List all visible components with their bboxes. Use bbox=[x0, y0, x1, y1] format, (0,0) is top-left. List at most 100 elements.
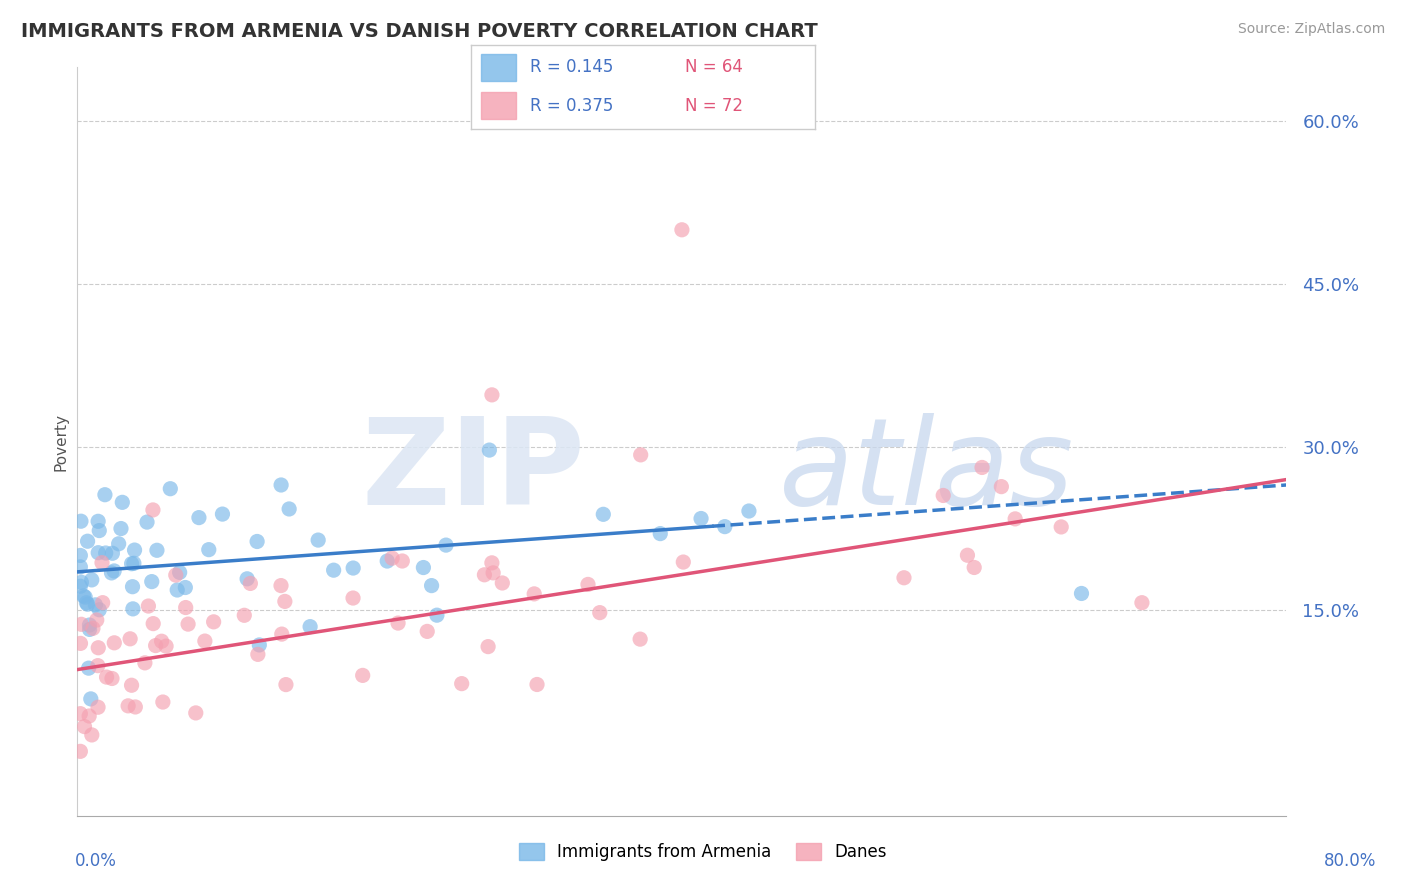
Point bbox=[96, 670, 118, 684]
Point bbox=[387, 616, 409, 631]
Point bbox=[122, 602, 145, 616]
Point bbox=[142, 503, 165, 517]
Point bbox=[69, 636, 91, 650]
Point bbox=[576, 577, 599, 591]
Point bbox=[434, 538, 457, 552]
Point bbox=[103, 564, 125, 578]
Point bbox=[145, 639, 167, 653]
Point bbox=[169, 566, 191, 580]
Point bbox=[426, 608, 449, 623]
Point bbox=[650, 526, 672, 541]
Point bbox=[738, 504, 761, 518]
Point bbox=[165, 568, 187, 582]
Point bbox=[121, 678, 143, 692]
Point bbox=[450, 676, 472, 690]
Point bbox=[101, 672, 124, 686]
Point bbox=[474, 567, 496, 582]
Point bbox=[146, 543, 169, 558]
Text: Source: ZipAtlas.com: Source: ZipAtlas.com bbox=[1237, 22, 1385, 37]
Point bbox=[412, 560, 434, 574]
Point bbox=[103, 636, 125, 650]
Point bbox=[690, 511, 713, 525]
Bar bbox=[481, 54, 516, 81]
Point bbox=[72, 589, 94, 603]
Point bbox=[342, 561, 364, 575]
Point bbox=[274, 677, 297, 691]
Point bbox=[121, 580, 143, 594]
Point bbox=[89, 524, 111, 538]
Point bbox=[94, 546, 117, 560]
Point bbox=[87, 640, 110, 655]
Point bbox=[70, 575, 93, 590]
Point bbox=[107, 537, 129, 551]
Point bbox=[893, 571, 915, 585]
Point bbox=[246, 534, 269, 549]
Point bbox=[134, 656, 156, 670]
Point bbox=[391, 554, 413, 568]
Point bbox=[299, 620, 322, 634]
Point bbox=[233, 608, 256, 623]
Point bbox=[122, 557, 145, 571]
Point bbox=[589, 606, 612, 620]
Point bbox=[76, 534, 98, 549]
Text: atlas: atlas bbox=[779, 413, 1074, 530]
Point bbox=[672, 555, 695, 569]
Point bbox=[100, 566, 122, 580]
Point bbox=[381, 551, 404, 566]
Text: 0.0%: 0.0% bbox=[75, 852, 117, 870]
Point bbox=[111, 495, 134, 509]
Point bbox=[526, 677, 548, 691]
Point bbox=[70, 617, 93, 632]
Point bbox=[69, 706, 91, 721]
Point bbox=[69, 579, 91, 593]
Point bbox=[69, 560, 91, 574]
Y-axis label: Poverty: Poverty bbox=[53, 412, 69, 471]
Point bbox=[79, 623, 101, 637]
Point bbox=[246, 648, 269, 662]
Point bbox=[155, 639, 177, 653]
Point bbox=[86, 613, 108, 627]
Point bbox=[481, 388, 503, 402]
Point bbox=[84, 598, 107, 612]
Point bbox=[177, 617, 200, 632]
Point bbox=[270, 578, 292, 592]
Point bbox=[79, 618, 101, 632]
Point bbox=[630, 448, 652, 462]
Point bbox=[69, 549, 91, 563]
Point bbox=[87, 546, 110, 560]
Point bbox=[120, 632, 142, 646]
Point bbox=[87, 514, 110, 528]
Point bbox=[159, 482, 181, 496]
Text: R = 0.145: R = 0.145 bbox=[530, 59, 613, 77]
Point bbox=[592, 508, 614, 522]
Point bbox=[482, 566, 505, 580]
Point bbox=[117, 698, 139, 713]
Point bbox=[1050, 520, 1073, 534]
Point bbox=[671, 223, 693, 237]
Point bbox=[956, 548, 979, 562]
Text: 80.0%: 80.0% bbox=[1323, 852, 1376, 870]
Point bbox=[270, 627, 292, 641]
Point bbox=[89, 603, 111, 617]
Point bbox=[322, 563, 344, 577]
Point bbox=[197, 542, 219, 557]
Point bbox=[77, 709, 100, 723]
Point bbox=[91, 596, 114, 610]
Text: IMMIGRANTS FROM ARMENIA VS DANISH POVERTY CORRELATION CHART: IMMIGRANTS FROM ARMENIA VS DANISH POVERT… bbox=[21, 22, 818, 41]
Point bbox=[342, 591, 364, 605]
Point bbox=[136, 515, 159, 529]
Point bbox=[174, 600, 197, 615]
Point bbox=[236, 572, 259, 586]
Point bbox=[184, 706, 207, 720]
Point bbox=[416, 624, 439, 639]
Point bbox=[932, 488, 955, 502]
Point bbox=[1130, 596, 1153, 610]
Point bbox=[138, 599, 160, 613]
Point bbox=[166, 582, 188, 597]
Point bbox=[77, 661, 100, 675]
Point bbox=[80, 692, 103, 706]
Point bbox=[481, 556, 503, 570]
Text: N = 64: N = 64 bbox=[685, 59, 742, 77]
Point bbox=[69, 744, 91, 758]
Point bbox=[124, 700, 146, 714]
